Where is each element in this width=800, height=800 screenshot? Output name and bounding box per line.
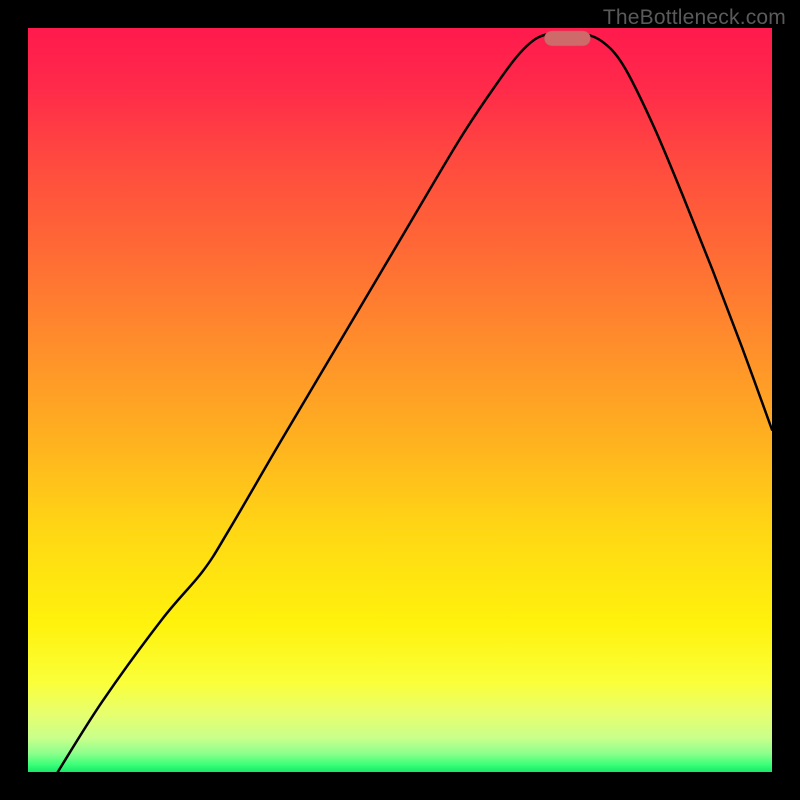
watermark-text: TheBottleneck.com: [603, 6, 786, 30]
optimal-marker: [544, 31, 590, 46]
plot-container: [28, 28, 772, 772]
chart-svg: [28, 28, 772, 772]
bottleneck-chart: [28, 28, 772, 772]
